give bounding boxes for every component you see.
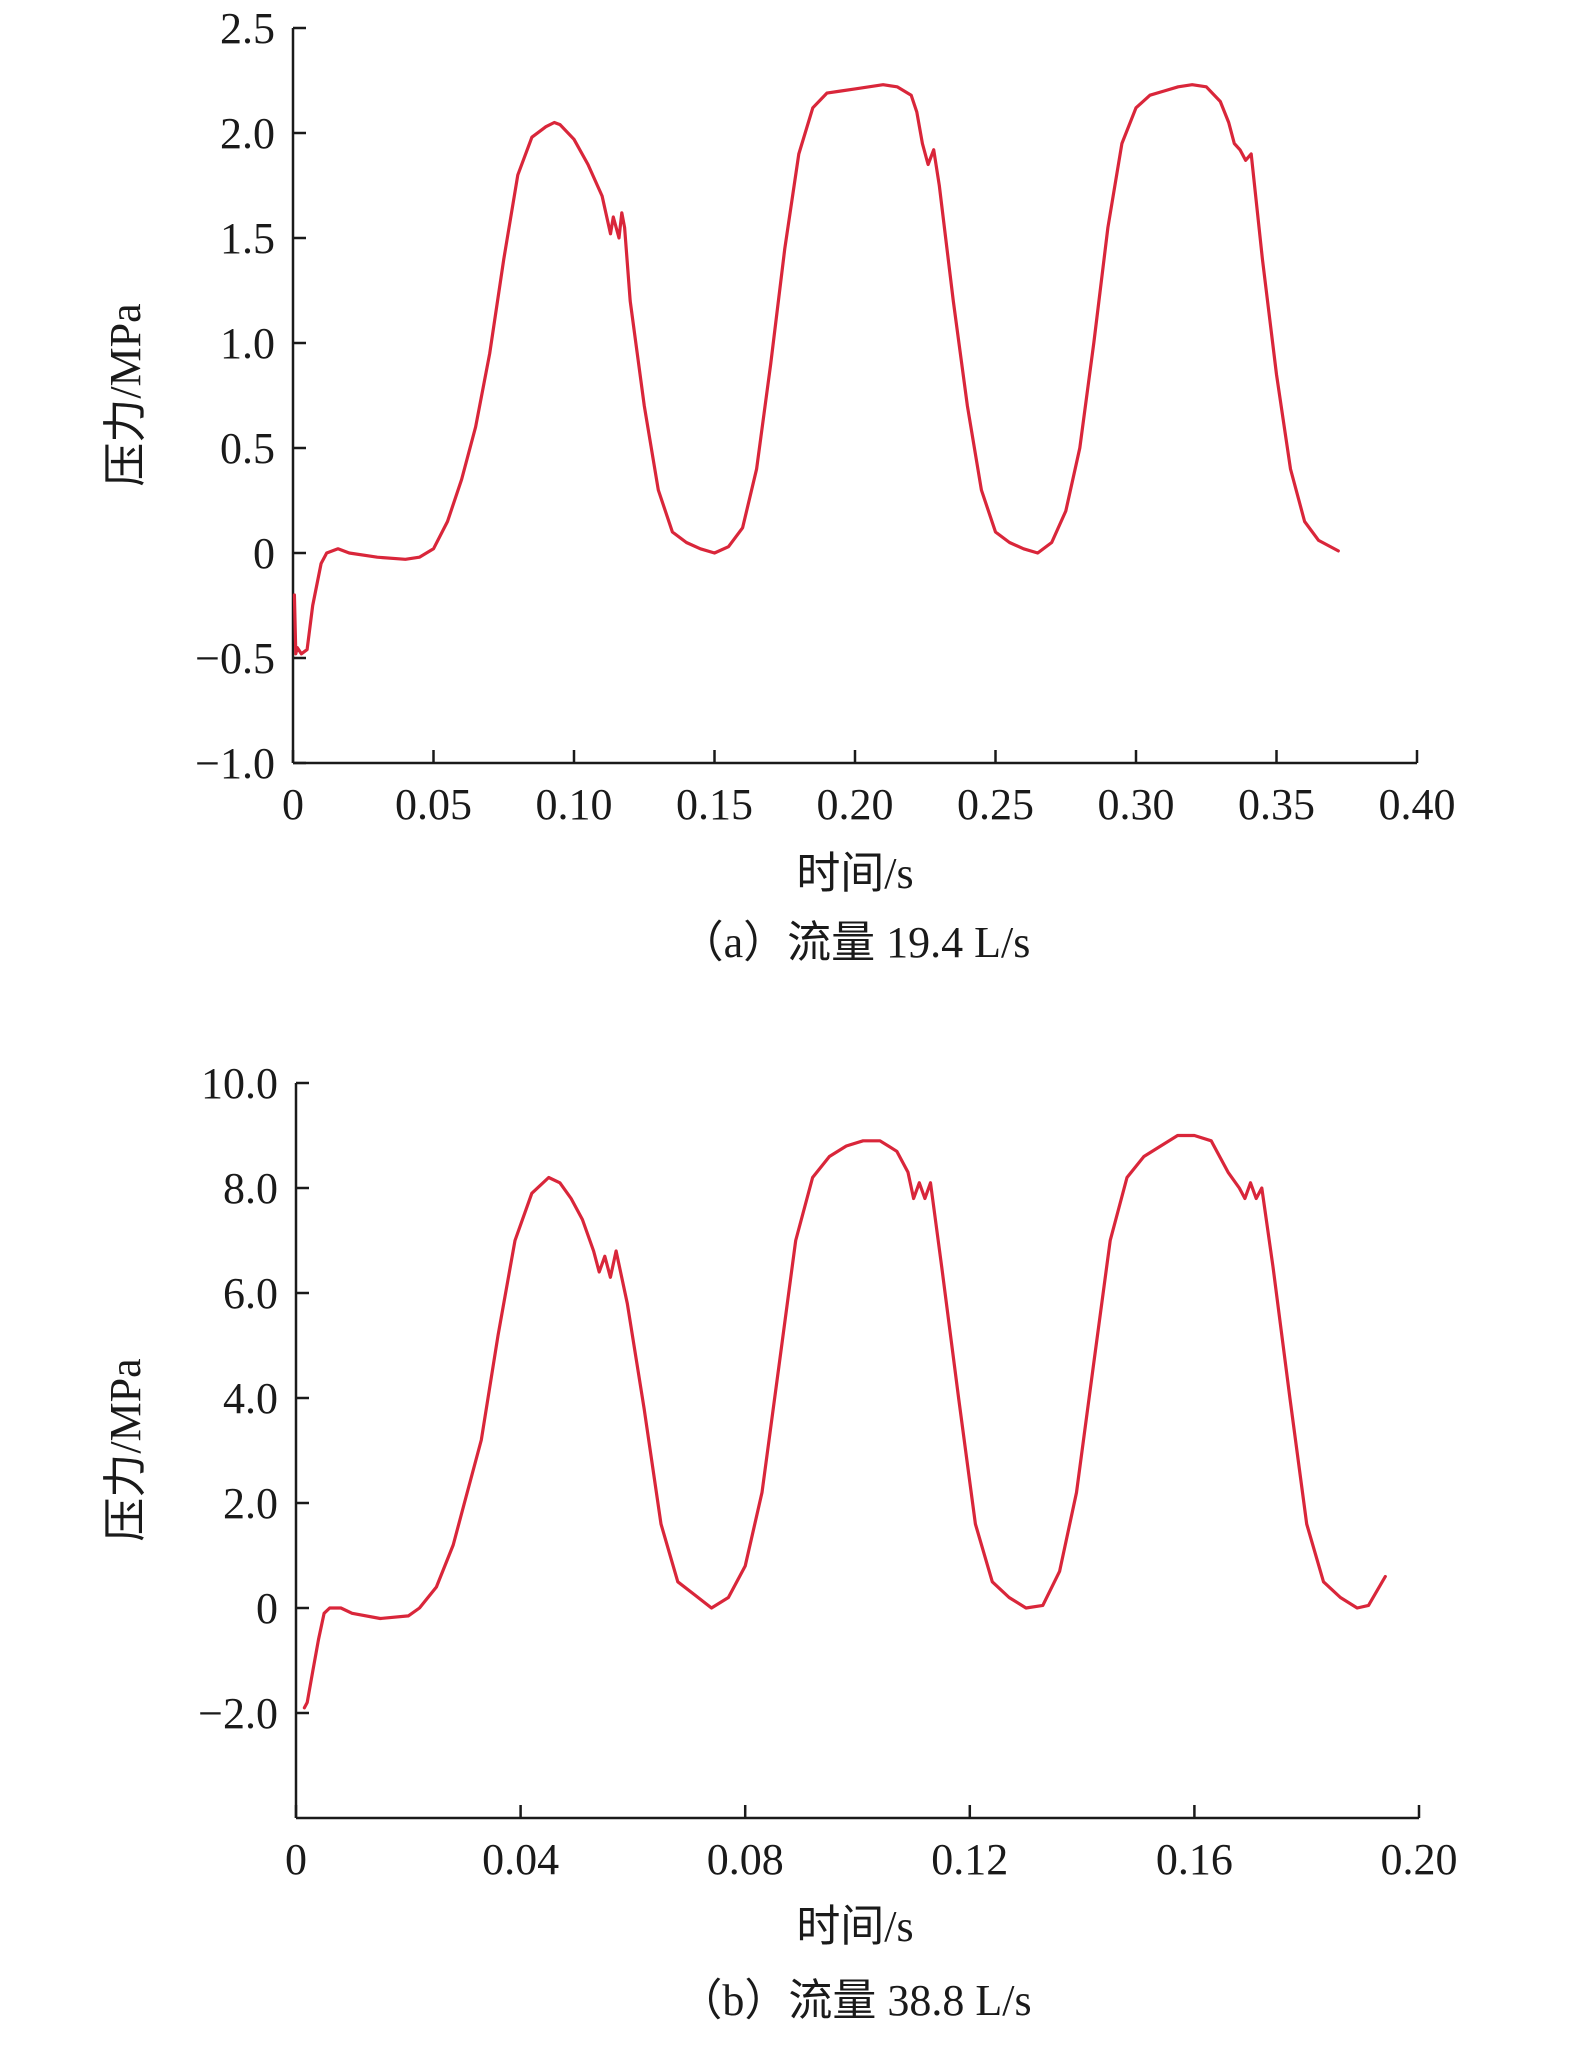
panel-a-x-tick-label: 0.35	[1238, 780, 1315, 829]
panel-a-x-tick-label: 0.20	[817, 780, 894, 829]
panel-b-y-ticks: −2.0 0 2.0 4.0 6.0 8.0 10.0	[198, 1059, 309, 1738]
panel-a-x-tick-label: 0.40	[1379, 780, 1456, 829]
panel-a-x-axis-title: 时间/s	[796, 849, 913, 898]
panel-b-y-tick-label: −2.0	[198, 1689, 278, 1738]
panel-a-y-tick-label: 1.5	[220, 214, 275, 263]
panel-b-x-tick-label: 0.08	[707, 1835, 784, 1884]
panel-a-y-tick-label: −0.5	[195, 634, 275, 683]
panel-b-axes	[294, 1083, 1419, 1820]
panel-b-x-axis-title: 时间/s	[796, 1902, 913, 1951]
panel-a-x-tick-label: 0.05	[395, 780, 472, 829]
panel-a-x-ticks: 0 0.05 0.10 0.15 0.20 0.25 0.30 0.35 0.40	[282, 750, 1456, 829]
panel-b-x-tick-label: 0.20	[1381, 1835, 1458, 1884]
panel-b-x-tick-label: 0	[285, 1835, 307, 1884]
panel-b-caption: （b）流量 38.8 L/s	[678, 1976, 1031, 2025]
panel-a-y-tick-label: 2.0	[220, 109, 275, 158]
panel-a-y-tick-label: 2.5	[220, 4, 275, 53]
panel-a: 0 0.05 0.10 0.15 0.20 0.25 0.30 0.35 0.40 −1.0 −0…	[101, 4, 1456, 967]
panel-b-x-tick-label: 0.12	[931, 1835, 1008, 1884]
panel-a-caption: （a）流量 19.4 L/s	[680, 918, 1031, 967]
panel-b-y-tick-label: 10.0	[201, 1059, 278, 1108]
panel-a-pressure-line	[292, 83, 1340, 656]
panel-a-y-tick-label: 0	[253, 529, 275, 578]
panel-a-x-tick-label: 0	[282, 780, 304, 829]
panel-a-y-tick-label: 1.0	[220, 319, 275, 368]
panel-a-axes	[291, 28, 1417, 765]
panel-b-x-tick-label: 0.16	[1156, 1835, 1233, 1884]
panel-b-x-ticks: 0 0.04 0.08 0.12 0.16 0.20	[285, 1805, 1458, 1884]
panel-b: 0 0.04 0.08 0.12 0.16 0.20 −2.0 0 2.0 4.0 6.0 8.0 1…	[101, 1059, 1458, 2025]
panel-b-pressure-line	[302, 1133, 1387, 1710]
panel-a-y-ticks: −1.0 −0.5 0 0.5 1.0 1.5 2.0 2.5	[195, 4, 306, 788]
panel-b-x-tick-label: 0.04	[482, 1835, 559, 1884]
panel-b-y-tick-label: 0	[256, 1584, 278, 1633]
panel-a-x-tick-label: 0.25	[957, 780, 1034, 829]
panel-a-x-tick-label: 0.30	[1098, 780, 1175, 829]
panel-b-y-tick-label: 6.0	[223, 1269, 278, 1318]
panel-b-y-tick-label: 2.0	[223, 1479, 278, 1528]
panel-b-y-tick-label: 8.0	[223, 1164, 278, 1213]
panel-a-x-tick-label: 0.10	[536, 780, 613, 829]
panel-a-y-tick-label: 0.5	[220, 424, 275, 473]
panel-a-y-axis-title: 压力/MPa	[101, 303, 150, 486]
panel-b-y-axis-title: 压力/MPa	[101, 1358, 150, 1541]
panel-a-y-tick-label: −1.0	[195, 739, 275, 788]
panel-a-x-tick-label: 0.15	[676, 780, 753, 829]
panel-b-y-tick-label: 4.0	[223, 1374, 278, 1423]
